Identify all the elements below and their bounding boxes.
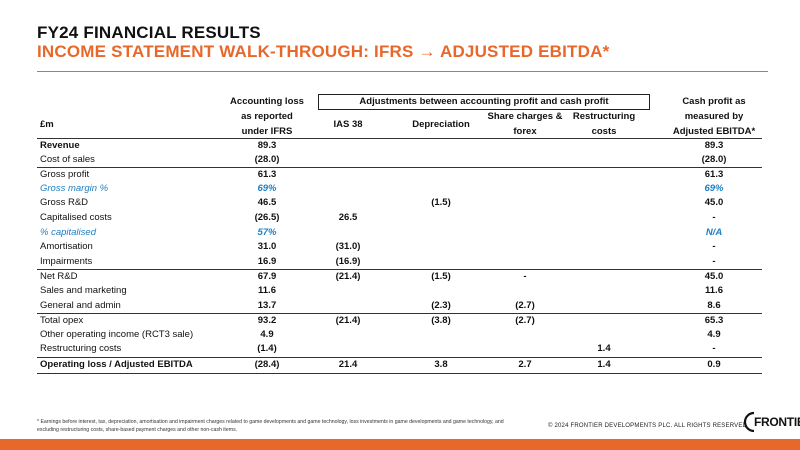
copyright: © 2024 FRONTIER DEVELOPMENTS PLC. ALL RI… xyxy=(548,423,748,429)
cell-cash: 61.3 xyxy=(704,169,724,181)
adjustments-header: Adjustments between accounting profit an… xyxy=(318,94,650,110)
cell-ias38: (16.9) xyxy=(335,255,361,267)
cell-ifrs: 31.0 xyxy=(257,241,277,253)
cell-cash: 0.9 xyxy=(707,359,721,370)
cell-share: - xyxy=(523,271,527,283)
cell-cash: - xyxy=(712,343,716,355)
cell-share: (2.7) xyxy=(515,299,535,311)
cell-dep: 3.8 xyxy=(434,359,448,370)
row-label: Total opex xyxy=(40,315,84,327)
table-row: Cost of sales (28.0) (28.0) xyxy=(37,153,762,168)
cell-cash: - xyxy=(712,241,716,253)
cell-ifrs: (28.4) xyxy=(254,359,280,370)
title-divider xyxy=(37,71,768,72)
row-label: % capitalised xyxy=(40,226,96,238)
table-row: Sales and marketing 11.6 11.6 xyxy=(37,284,762,299)
table-row: Revenue 89.3 89.3 xyxy=(37,138,762,154)
cell-cash: 11.6 xyxy=(705,285,723,296)
cell-cash: 69% xyxy=(704,182,724,194)
unit-label: £m xyxy=(40,119,54,130)
col-header-depreciation: Depreciation xyxy=(412,119,470,130)
row-label: Gross R&D xyxy=(40,197,89,209)
row-label: Restructuring costs xyxy=(40,343,122,355)
cell-ifrs: (1.4) xyxy=(257,343,277,355)
row-label: Sales and marketing xyxy=(40,285,127,296)
cell-ias38: 21.4 xyxy=(338,359,358,370)
row-label: Gross margin % xyxy=(40,182,109,194)
col-header-cash-profit: Cash profit as measured by Adjusted EBIT… xyxy=(672,96,756,137)
table-row: Total opex 93.2 (21.4) (3.8) (2.7) 65.3 xyxy=(37,313,762,329)
cell-cash: N/A xyxy=(705,226,723,238)
col-header-ifrs: Accounting loss as reported under IFRS xyxy=(230,96,304,137)
cell-restr: 1.4 xyxy=(597,343,611,355)
row-label: Capitalised costs xyxy=(40,212,112,223)
cell-share: 2.7 xyxy=(518,359,532,370)
page-title: FY24 FINANCIAL RESULTS xyxy=(37,23,261,42)
cell-cash: 89.3 xyxy=(704,140,724,151)
table-row: % capitalised 57% N/A xyxy=(37,226,762,241)
cell-dep: (1.5) xyxy=(431,197,451,209)
cell-share: (2.7) xyxy=(515,315,535,327)
cell-cash: 8.6 xyxy=(707,299,721,311)
cell-ifrs: (26.5) xyxy=(254,212,280,223)
row-label: Amortisation xyxy=(40,241,93,253)
cell-ifrs: 67.9 xyxy=(257,271,277,283)
cell-ifrs: 46.5 xyxy=(257,197,277,209)
col-header-ias38: IAS 38 xyxy=(333,119,363,130)
cell-cash: - xyxy=(712,212,716,223)
cell-ifrs: 16.9 xyxy=(257,255,277,267)
table-row: Impairments 16.9 (16.9) - xyxy=(37,255,762,270)
row-label: General and admin xyxy=(40,299,121,311)
table-row: Gross margin % 69% 69% xyxy=(37,182,762,197)
cell-ifrs: 13.7 xyxy=(257,299,277,311)
cell-ifrs: 89.3 xyxy=(257,140,277,151)
cell-ifrs: 57% xyxy=(257,226,277,238)
row-label: Operating loss / Adjusted EBITDA xyxy=(40,359,193,370)
frontier-logo: FRONTIER xyxy=(742,410,800,434)
row-label: Cost of sales xyxy=(40,153,95,165)
cell-ias38: 26.5 xyxy=(338,212,358,223)
cell-cash: 45.0 xyxy=(704,271,724,283)
cell-dep: (1.5) xyxy=(431,271,451,283)
cell-dep: (3.8) xyxy=(431,315,451,327)
cell-ifrs: (28.0) xyxy=(254,153,280,165)
table-row: Capitalised costs (26.5) 26.5 - xyxy=(37,211,762,226)
footnote: * Earnings before interest, tax, depreci… xyxy=(37,419,504,433)
row-label: Gross profit xyxy=(40,169,90,181)
row-label: Net R&D xyxy=(40,271,78,283)
table-row: General and admin 13.7 (2.3) (2.7) 8.6 xyxy=(37,299,762,314)
cell-cash: - xyxy=(712,255,716,267)
cell-cash: 65.3 xyxy=(704,315,724,327)
col-header-restructuring: Restructuring costs xyxy=(572,111,636,137)
cell-ifrs: 61.3 xyxy=(257,169,277,181)
row-label: Impairments xyxy=(40,255,93,267)
cell-ias38: (31.0) xyxy=(335,241,361,253)
logo-swoosh-icon xyxy=(743,411,755,433)
cell-ifrs: 69% xyxy=(257,182,277,194)
row-label: Other operating income (RCT3 sale) xyxy=(40,328,194,340)
table-row: Restructuring costs (1.4) 1.4 - xyxy=(37,342,762,357)
bottom-accent-bar xyxy=(0,439,800,450)
table-row: Gross profit 61.3 61.3 xyxy=(37,167,762,183)
page-subtitle: INCOME STATEMENT WALK-THROUGH: IFRS → AD… xyxy=(37,42,610,61)
cell-cash: (28.0) xyxy=(701,153,727,165)
logo-text: FRONTIER xyxy=(754,415,800,429)
cell-ifrs: 93.2 xyxy=(257,315,277,327)
cell-cash: 4.9 xyxy=(707,328,721,340)
cell-dep: (2.3) xyxy=(431,299,451,311)
col-header-share-charges: Share charges & forex xyxy=(487,111,563,137)
table-row: Other operating income (RCT3 sale) 4.9 4.9 xyxy=(37,328,762,343)
row-label: Revenue xyxy=(40,140,80,151)
cell-ias38: (21.4) xyxy=(335,271,361,283)
table-row: Amortisation 31.0 (31.0) - xyxy=(37,240,762,255)
cell-ias38: (21.4) xyxy=(335,315,361,327)
cell-ifrs: 11.6 xyxy=(258,285,276,296)
table-row: Gross R&D 46.5 (1.5) 45.0 xyxy=(37,196,762,211)
cell-ifrs: 4.9 xyxy=(260,328,274,340)
table-row: Net R&D 67.9 (21.4) (1.5) - 45.0 xyxy=(37,269,762,285)
cell-cash: 45.0 xyxy=(704,197,724,209)
cell-restr: 1.4 xyxy=(597,359,611,370)
table-row: Operating loss / Adjusted EBITDA (28.4) 21… xyxy=(37,357,762,374)
